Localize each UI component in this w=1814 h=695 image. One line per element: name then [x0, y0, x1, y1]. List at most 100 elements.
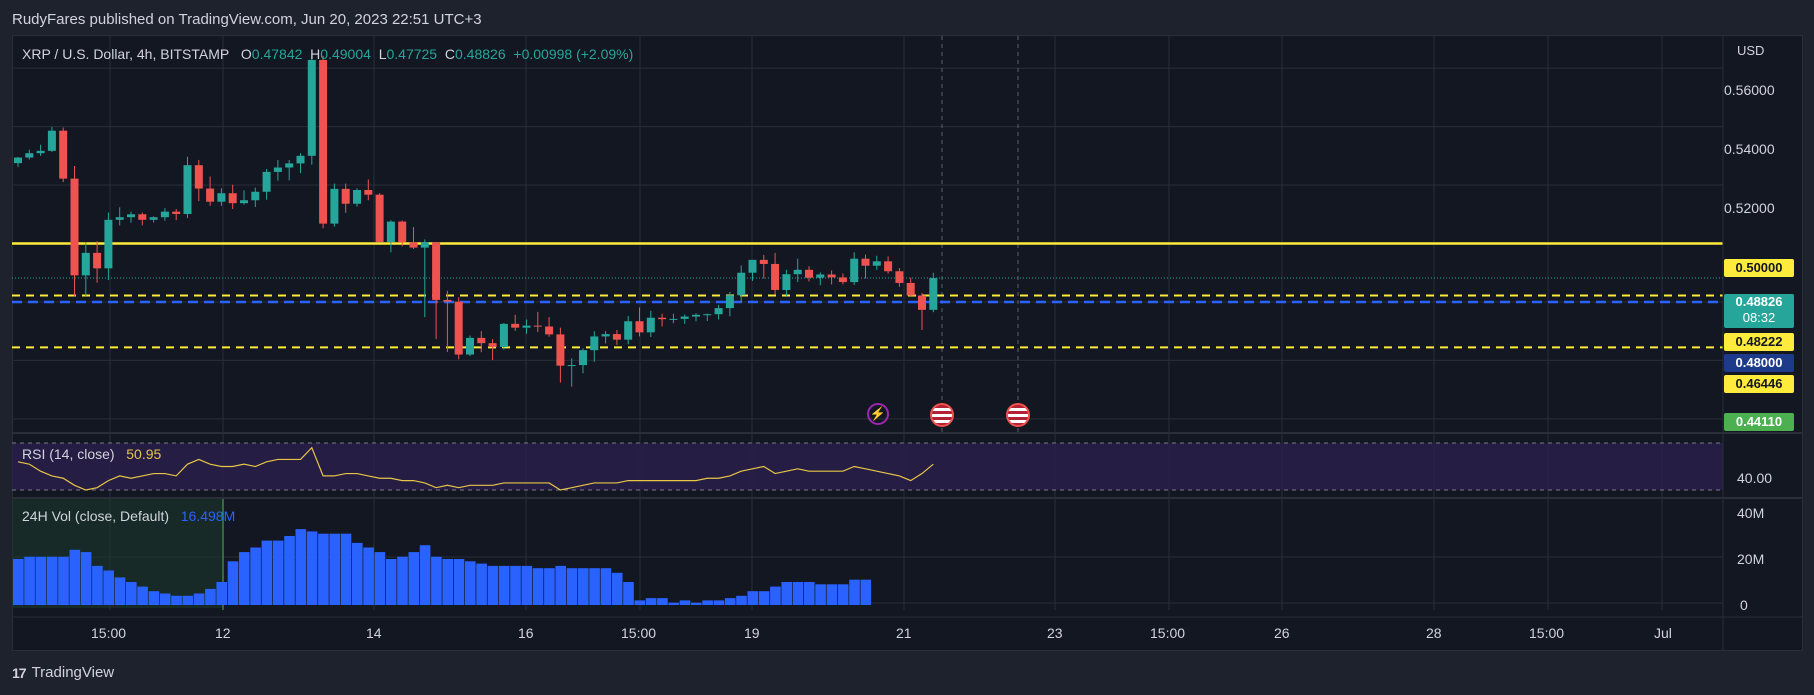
- candle-body: [477, 337, 486, 344]
- level-tag-048000[interactable]: 0.48000: [1724, 354, 1794, 372]
- candle-body: [14, 157, 22, 164]
- level-tag-044110[interactable]: 0.44110: [1724, 413, 1794, 431]
- candle-body: [488, 343, 497, 347]
- candle-body: [307, 59, 316, 156]
- close-value: 0.48826: [455, 46, 506, 62]
- rsi-legend[interactable]: RSI (14, close) 50.95: [22, 446, 161, 462]
- volume-bar: [578, 568, 589, 605]
- candle-body: [420, 242, 429, 248]
- volume-bar: [397, 556, 408, 605]
- volume-bar: [544, 568, 555, 605]
- candle-body: [861, 258, 870, 266]
- high-value: 0.49004: [320, 46, 371, 62]
- volume-axis-tick: 0: [1740, 597, 1748, 613]
- tradingview-logo[interactable]: 17 TradingView: [12, 664, 114, 681]
- candle-body: [466, 337, 474, 355]
- symbol-legend[interactable]: XRP / U.S. Dollar, 4h, BITSTAMP O0.47842…: [22, 46, 633, 62]
- volume-value: 16.498M: [180, 508, 236, 524]
- candle-body: [646, 317, 655, 333]
- volume-bar: [159, 593, 171, 605]
- candle-body: [454, 301, 463, 355]
- candle-body: [782, 274, 791, 290]
- volume-bar: [295, 529, 307, 605]
- candle-body: [432, 242, 441, 300]
- volume-bar: [148, 591, 160, 605]
- lightning-event-icon[interactable]: ⚡: [867, 403, 889, 425]
- candle-body: [590, 336, 599, 351]
- pane-separators: [12, 36, 1803, 651]
- candle-body: [771, 263, 780, 290]
- time-tick: Jul: [1654, 625, 1672, 641]
- volume-bar: [724, 598, 736, 605]
- candle-body: [692, 314, 700, 317]
- currency-label[interactable]: USD: [1737, 43, 1765, 58]
- candle-body: [59, 130, 68, 179]
- candle-body: [353, 190, 361, 204]
- candle-body: [138, 214, 147, 220]
- volume-bar: [69, 549, 81, 605]
- volume-bar: [24, 556, 35, 605]
- time-tick: 15:00: [91, 625, 127, 641]
- volume-bar: [532, 568, 544, 605]
- published-info: RudyFares published on TradingView.com, …: [12, 11, 482, 28]
- volume-bar: [329, 533, 340, 605]
- volume-bar: [770, 586, 781, 605]
- low-value: 0.47725: [386, 46, 438, 62]
- open-value: 0.47842: [251, 46, 303, 62]
- candle-body: [929, 277, 938, 310]
- volume-bar: [657, 598, 668, 605]
- volume-bar: [510, 565, 521, 605]
- last-price-tag[interactable]: 0.48826 08:32: [1724, 294, 1794, 328]
- volume-bar: [804, 582, 815, 605]
- time-tick: 15:00: [1150, 625, 1186, 641]
- volume-bar: [126, 582, 137, 605]
- volume-bar: [736, 595, 747, 605]
- level-tag-046446[interactable]: 0.46446: [1724, 375, 1794, 393]
- candle-body: [172, 211, 181, 214]
- volume-bar: [849, 579, 860, 605]
- candle-body: [47, 130, 56, 151]
- rsi-axis-tick: 40.00: [1737, 470, 1773, 486]
- volume-bar: [80, 552, 92, 605]
- volume-bar: [634, 600, 646, 605]
- candle-body: [104, 219, 113, 269]
- candle-body: [81, 252, 90, 276]
- price-tick: 0.56000: [1724, 82, 1775, 98]
- candle-body: [612, 334, 621, 340]
- volume-bar: [216, 582, 227, 605]
- volume-bar: [205, 588, 216, 605]
- volume-bar: [623, 582, 634, 605]
- candle-body: [827, 274, 836, 278]
- footer: [0, 651, 1814, 695]
- time-tick: 26: [1274, 625, 1290, 641]
- candle-body: [115, 217, 124, 220]
- candle-body: [273, 167, 282, 172]
- candle-body: [127, 214, 135, 218]
- volume-bar: [758, 591, 770, 605]
- volume-bar: [284, 536, 295, 605]
- us-flag-event-icon[interactable]: [1006, 403, 1030, 427]
- volume-bar: [46, 556, 58, 605]
- volume-bar: [645, 598, 657, 605]
- rsi-value: 50.95: [126, 446, 162, 462]
- chart-grid: [12, 36, 1723, 610]
- volume-legend[interactable]: 24H Vol (close, Default) 16.498M: [22, 508, 235, 524]
- candle-body: [522, 325, 531, 328]
- volume-bar: [227, 561, 239, 605]
- level-tag-050000[interactable]: 0.50000: [1724, 259, 1794, 277]
- volume-bar: [815, 584, 826, 605]
- level-lines: [12, 242, 1723, 349]
- volume-bar: [58, 556, 69, 605]
- high-label: H: [310, 46, 321, 62]
- time-tick: 21: [896, 625, 912, 641]
- level-tag-048222[interactable]: 0.48222: [1724, 333, 1794, 351]
- candle-body: [319, 59, 328, 224]
- us-flag-event-icon[interactable]: [930, 403, 954, 427]
- candle-body: [624, 321, 633, 340]
- candle-body: [240, 200, 248, 204]
- candle-body: [398, 221, 407, 243]
- candles: [14, 54, 938, 387]
- volume-bar: [352, 542, 363, 605]
- volume-bar: [498, 565, 510, 605]
